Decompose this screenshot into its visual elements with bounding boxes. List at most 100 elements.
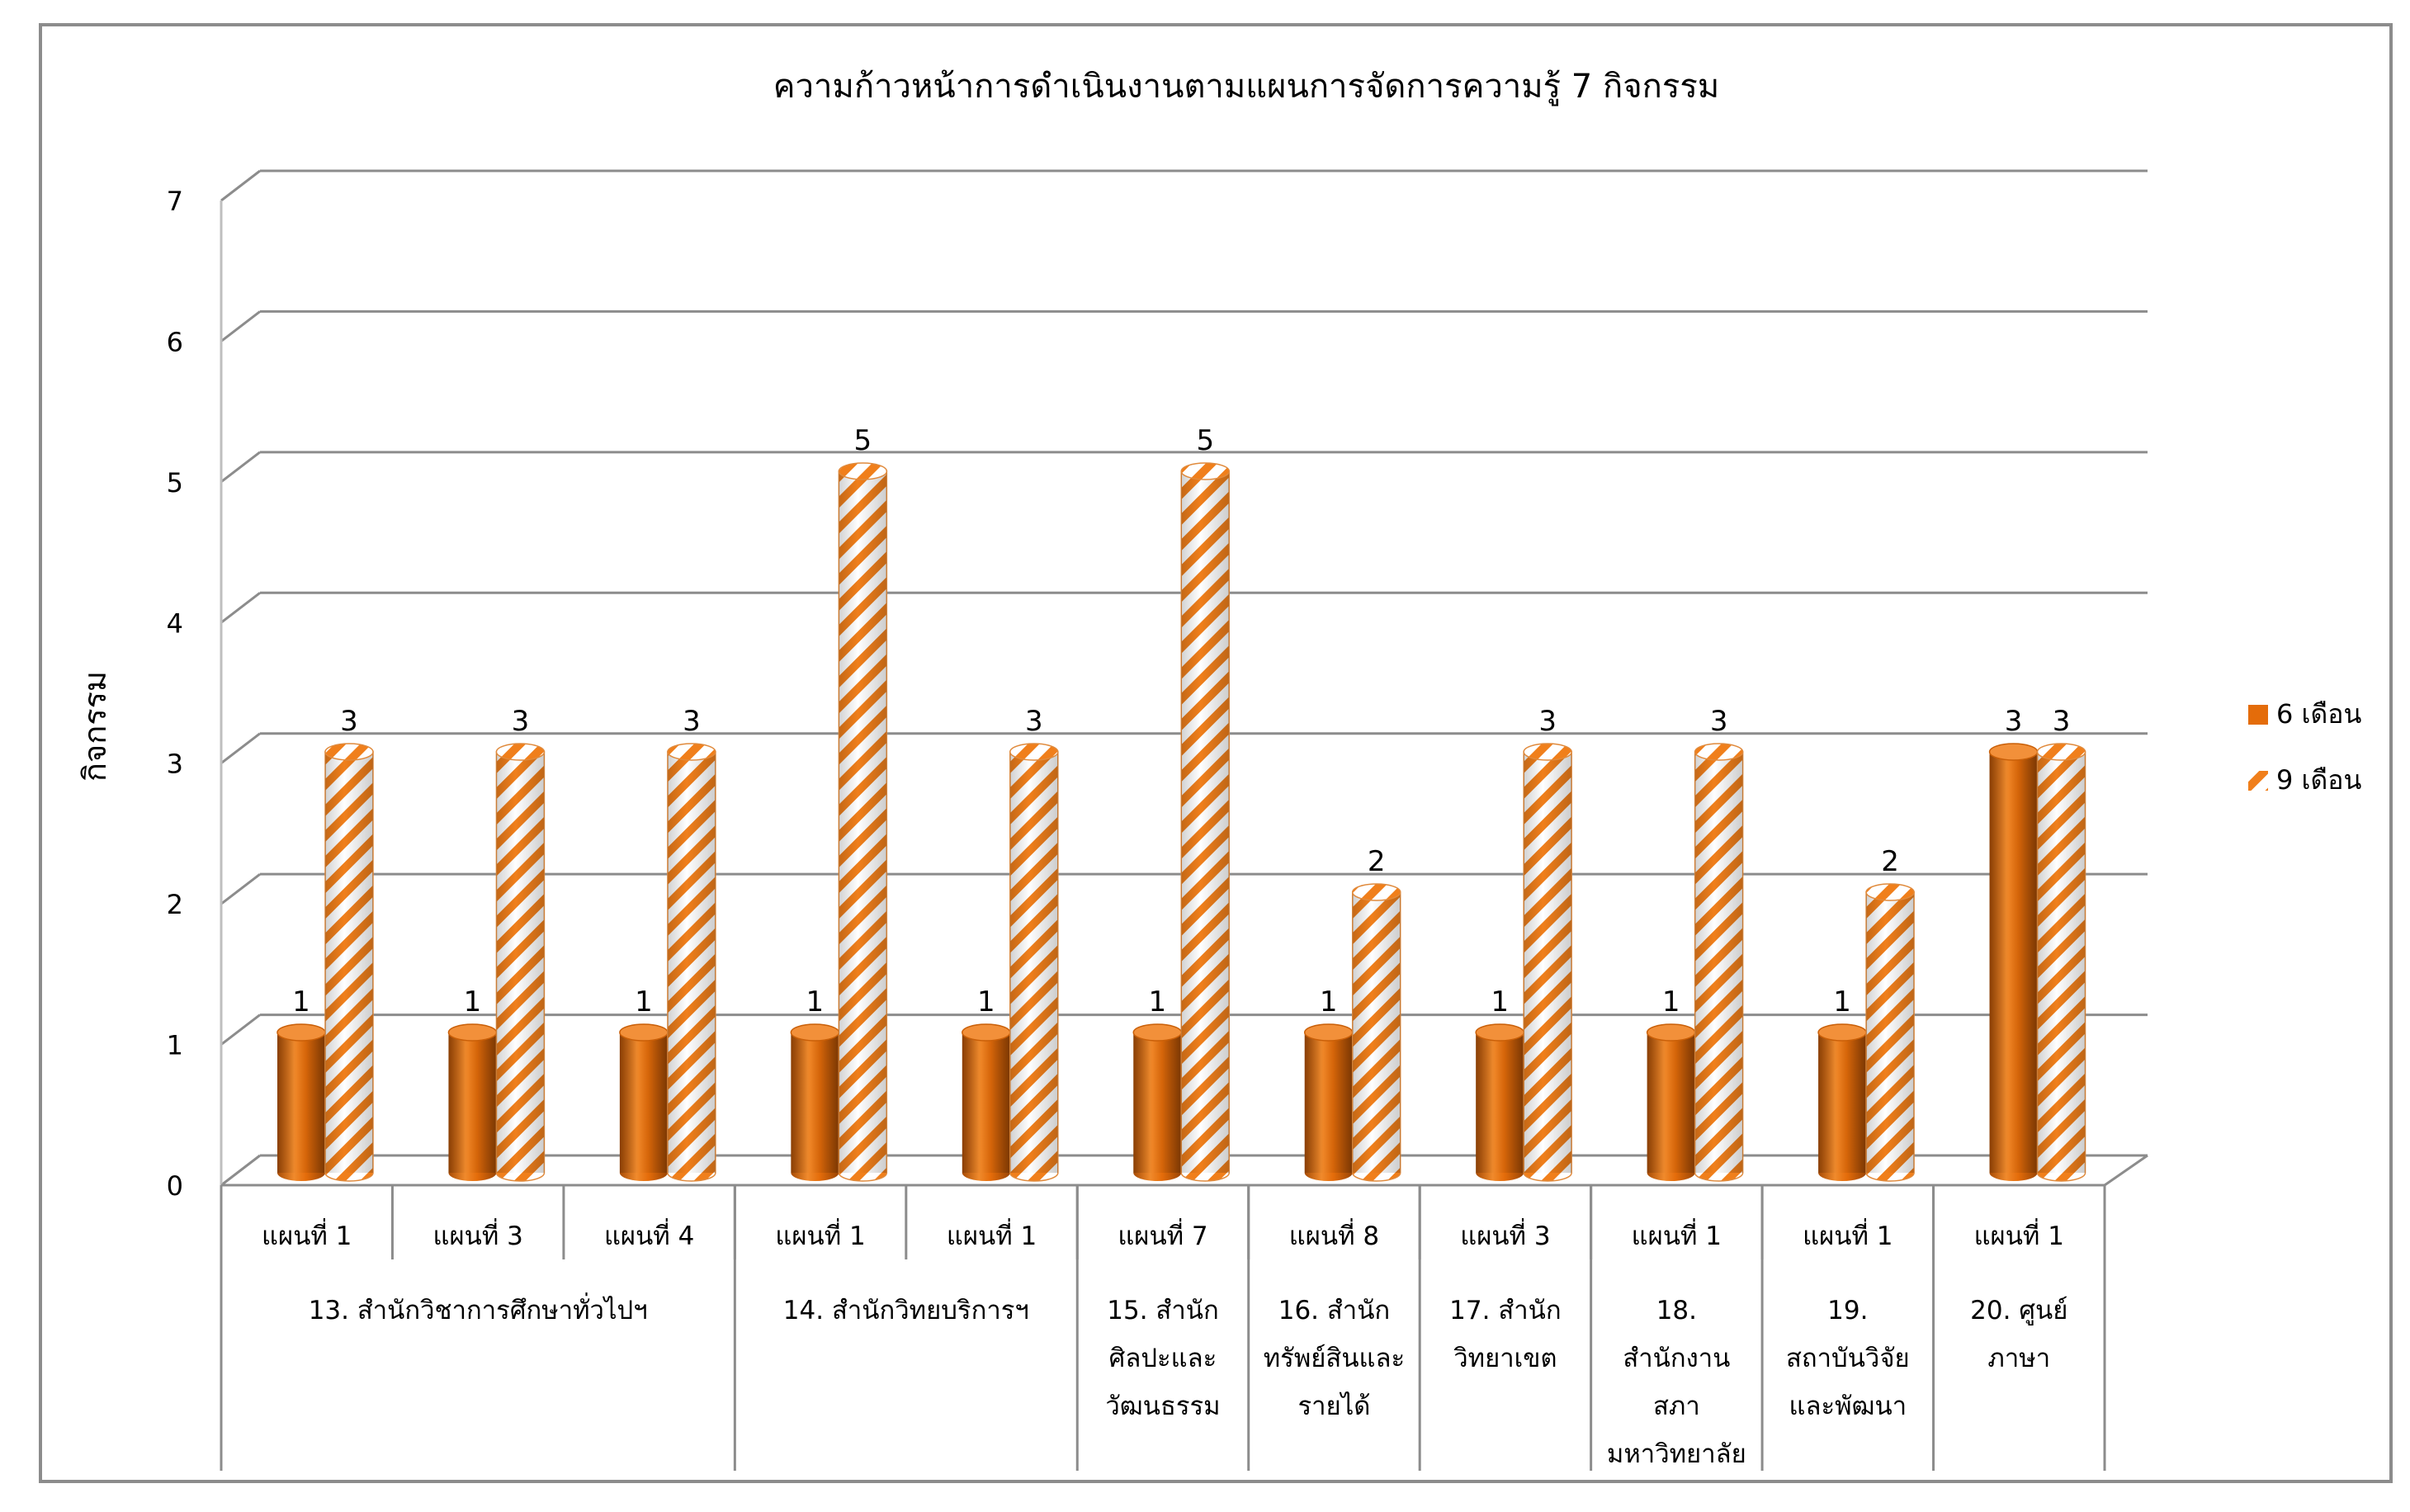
bar-6m (1475, 1023, 1524, 1181)
bar-top (276, 1023, 326, 1042)
y-tick-label: 2 (167, 889, 183, 920)
x-tick-label: แผนที่ 1 (775, 1218, 865, 1251)
group-label: ภาษา (1987, 1344, 2050, 1373)
bar-shade (1304, 1032, 1353, 1173)
bar-top (1694, 743, 1744, 761)
bar-6m (1132, 1023, 1183, 1181)
x-tick-label: แผนที่ 1 (947, 1218, 1037, 1251)
bar-top (1009, 743, 1059, 761)
bar-shade (1694, 752, 1743, 1173)
group-label: 17. สำนัก (1449, 1296, 1561, 1325)
group-label: มหาวิทยาลัย (1607, 1439, 1746, 1469)
y-tick-label: 5 (167, 467, 183, 498)
bar-6m (1303, 1023, 1354, 1181)
bar-9m (1351, 883, 1401, 1182)
bar-top (1523, 743, 1572, 761)
bar-9m (324, 743, 374, 1182)
group-label: วัฒนธรรม (1105, 1392, 1220, 1421)
bar-6m (276, 1023, 326, 1181)
bar-shade (1647, 1032, 1695, 1173)
group-label: ทรัพย์สินและ (1264, 1344, 1405, 1373)
bar-9m (838, 462, 888, 1182)
gridline-side (220, 310, 261, 343)
group-label: 19. (1827, 1296, 1868, 1325)
y-tick-label: 1 (167, 1030, 183, 1061)
bar-top (1865, 883, 1915, 901)
data-label: 3 (340, 705, 358, 738)
group-label: 15. สำนัก (1107, 1296, 1218, 1325)
data-label: 2 (1368, 845, 1386, 878)
bar-shade (1133, 1032, 1182, 1173)
data-label: 1 (977, 985, 995, 1018)
bar-9m (495, 743, 546, 1182)
chart-frame (39, 23, 2393, 1483)
bar-9m (1694, 743, 1744, 1182)
bar-top (324, 743, 374, 761)
bar-top (2036, 743, 2086, 761)
bar-top (667, 743, 716, 761)
y-tick-label: 3 (167, 749, 183, 780)
gridline-side (220, 1154, 261, 1187)
bar-6m (790, 1023, 840, 1181)
group-label: และพัฒนา (1789, 1392, 1907, 1421)
bar-shade (1009, 752, 1058, 1173)
x-tick-label: แผนที่ 3 (433, 1218, 523, 1251)
gridline-side (220, 872, 261, 905)
bar-6m (447, 1023, 498, 1181)
group-label: 20. ศูนย์ (1970, 1296, 2067, 1325)
bar-shade (667, 752, 716, 1173)
group-label: 18. (1656, 1296, 1697, 1325)
gridline-side (220, 1014, 261, 1046)
bar-shade (325, 752, 373, 1173)
bar-top (495, 743, 546, 761)
bar-shade (496, 752, 545, 1173)
bar-9m (1523, 743, 1572, 1182)
data-label: 1 (464, 985, 482, 1018)
chart-title: ความก้าวหน้าการดำเนินงานตามแผนการจัดการค… (773, 68, 1719, 106)
bar-top (1303, 1023, 1354, 1042)
bar-top (1646, 1023, 1696, 1042)
y-axis-title: กิจกรรม (77, 671, 113, 782)
data-label: 2 (1881, 845, 1899, 878)
data-label: 1 (292, 985, 310, 1018)
bar-shade (1181, 471, 1230, 1173)
y-tick-label: 6 (167, 326, 183, 357)
bar-top (1475, 1023, 1524, 1042)
bar-shade (448, 1032, 497, 1173)
bar-shade (1989, 752, 2038, 1173)
bar-top (838, 462, 888, 480)
data-label: 1 (1491, 985, 1509, 1018)
bar-top (962, 1023, 1011, 1042)
gridline-side (220, 732, 261, 764)
y-tick-label: 4 (167, 607, 183, 639)
data-label: 3 (1538, 705, 1557, 738)
group-label: 13. สำนักวิชาการศึกษาทั่วไปฯ (309, 1292, 648, 1325)
x-tick-label: แผนที่ 1 (262, 1218, 352, 1251)
bar-shade (1866, 892, 1915, 1173)
legend-swatch-9m (2248, 771, 2268, 791)
bar-shade (2037, 752, 2086, 1173)
gridline-side (220, 169, 261, 202)
group-label: สภา (1653, 1392, 1700, 1421)
bar-6m (1646, 1023, 1696, 1181)
group-label: สำนักงาน (1623, 1344, 1730, 1373)
gridline-side (220, 451, 261, 484)
group-label: รายได้ (1297, 1392, 1370, 1421)
gridline-side (220, 592, 261, 624)
bar-6m (1817, 1023, 1867, 1181)
bar-top (1180, 462, 1231, 480)
y-tick-label: 0 (167, 1170, 183, 1202)
data-label: 1 (806, 985, 825, 1018)
bar-shade (839, 471, 887, 1173)
bar-top (1132, 1023, 1183, 1042)
x-tick-label: แผนที่ 1 (1803, 1218, 1893, 1251)
data-label: 1 (635, 985, 653, 1018)
data-label: 3 (683, 705, 701, 738)
bar-9m (1009, 743, 1059, 1182)
x-tick-label: แผนที่ 1 (1974, 1218, 2064, 1251)
data-label: 3 (2053, 705, 2071, 738)
bar-shade (791, 1032, 839, 1173)
data-label: 3 (2005, 705, 2023, 738)
bar-9m (2036, 743, 2086, 1182)
